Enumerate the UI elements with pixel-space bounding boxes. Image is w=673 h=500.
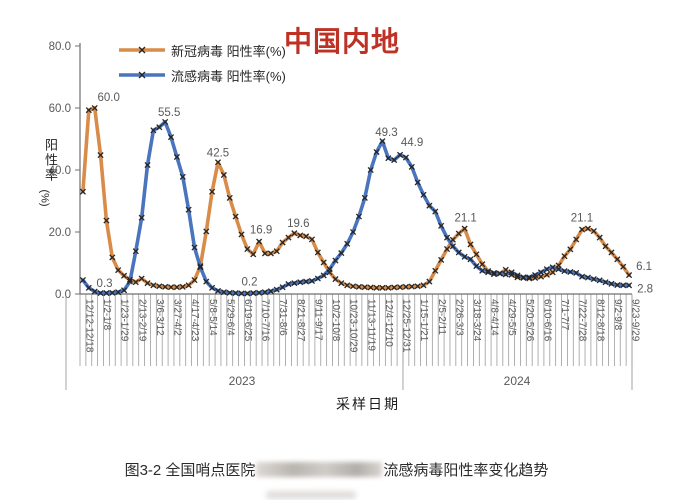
svg-text:12/25-12/31: 12/25-12/31: [401, 299, 412, 353]
svg-text:2/13-2/19: 2/13-2/19: [136, 299, 147, 342]
svg-text:4/17-4/23: 4/17-4/23: [189, 299, 200, 342]
svg-text:20.0: 20.0: [49, 227, 71, 239]
svg-text:8/12-8/18: 8/12-8/18: [594, 299, 605, 342]
legend: 新冠病毒 阳性率(%) 流感病毒 阳性率(%): [118, 40, 286, 90]
svg-text:49.3: 49.3: [375, 127, 397, 139]
svg-text:6/19-6/25: 6/19-6/25: [242, 299, 253, 342]
y-axis-unit: (%): [38, 189, 51, 207]
legend-item-flu: 流感病毒 阳性率(%): [118, 65, 286, 85]
chart-title: 中国内地: [284, 26, 401, 57]
svg-text:10/23-10/29: 10/23-10/29: [348, 299, 359, 353]
caption-prefix: 图3-2 全国哨点医院: [124, 462, 256, 479]
svg-text:1/2-1/8: 1/2-1/8: [101, 299, 112, 331]
svg-text:5/8-5/14: 5/8-5/14: [207, 299, 218, 336]
svg-text:55.5: 55.5: [158, 107, 180, 119]
svg-text:44.9: 44.9: [401, 137, 423, 149]
svg-text:42.5: 42.5: [207, 147, 229, 159]
x-axis-title: 采样日期: [336, 396, 400, 412]
svg-text:7/31-8/6: 7/31-8/6: [277, 299, 288, 336]
svg-text:0.3: 0.3: [97, 278, 113, 290]
svg-text:7/22-7/28: 7/22-7/28: [577, 299, 588, 342]
legend-label-flu: 流感病毒 阳性率(%): [171, 68, 286, 84]
year-group-2024: 2024: [503, 374, 531, 388]
svg-text:2/5-2/11: 2/5-2/11: [436, 299, 447, 335]
chart-svg: 0.0 20.0 40.0 60.0 80.0 12/12-12/18 1/2-1/8 1/2…: [49, 41, 653, 390]
svg-text:0.0: 0.0: [55, 289, 71, 301]
flu-line-marker-icon: [118, 70, 166, 80]
svg-text:2/26-3/3: 2/26-3/3: [453, 299, 464, 336]
svg-text:5/29-6/4: 5/29-6/4: [224, 299, 235, 336]
svg-text:9/23-9/29: 9/23-9/29: [630, 299, 641, 342]
svg-text:11/13-11/19: 11/13-11/19: [365, 299, 376, 351]
caption-redacted-text: [256, 462, 383, 477]
svg-text:4/29-5/5: 4/29-5/5: [506, 299, 517, 336]
svg-text:7/1-7/7: 7/1-7/7: [559, 299, 570, 331]
svg-text:3/18-3/24: 3/18-3/24: [471, 299, 482, 342]
svg-text:3/27-4/2: 3/27-4/2: [172, 299, 183, 336]
svg-text:1/23-1/29: 1/23-1/29: [119, 299, 130, 342]
caption-suffix: 流感病毒阳性率变化趋势: [383, 462, 549, 479]
svg-text:5/20-5/26: 5/20-5/26: [524, 299, 535, 342]
y-axis-title: 阳性率: [43, 138, 58, 183]
legend-label-covid: 新冠病毒 阳性率(%): [171, 43, 286, 59]
svg-text:60.0: 60.0: [49, 103, 71, 115]
svg-text:0.2: 0.2: [241, 276, 257, 288]
svg-text:16.9: 16.9: [250, 225, 272, 237]
svg-text:9/11-9/17: 9/11-9/17: [312, 299, 323, 341]
svg-text:19.6: 19.6: [287, 218, 309, 230]
svg-text:9/2-9/8: 9/2-9/8: [612, 299, 623, 331]
svg-text:12/12-12/18: 12/12-12/18: [83, 299, 94, 353]
svg-text:21.1: 21.1: [454, 213, 476, 225]
svg-text:4/8-4/14: 4/8-4/14: [489, 299, 500, 336]
svg-text:12/4-12/10: 12/4-12/10: [383, 299, 394, 347]
covid-line-marker-icon: [118, 45, 166, 55]
svg-text:6/10-6/16: 6/10-6/16: [541, 299, 552, 342]
svg-text:1/15-1/21: 1/15-1/21: [418, 299, 429, 342]
svg-text:7/10-7/16: 7/10-7/16: [260, 299, 271, 342]
year-group-2023: 2023: [228, 374, 256, 388]
svg-text:2.8: 2.8: [637, 283, 653, 295]
legend-item-covid: 新冠病毒 阳性率(%): [118, 40, 286, 60]
svg-text:3/6-3/12: 3/6-3/12: [154, 299, 165, 336]
redacted-smudge: [266, 491, 356, 499]
svg-text:21.1: 21.1: [571, 213, 593, 225]
svg-text:10/2-10/8: 10/2-10/8: [330, 299, 341, 342]
svg-text:8/21-8/27: 8/21-8/27: [295, 299, 306, 342]
figure-caption: 图3-2 全国哨点医院 流感病毒阳性率变化趋势: [0, 459, 673, 480]
svg-text:80.0: 80.0: [49, 41, 71, 53]
svg-text:60.0: 60.0: [97, 92, 119, 104]
svg-text:6.1: 6.1: [636, 261, 652, 273]
svg-text:40.0: 40.0: [49, 165, 71, 177]
